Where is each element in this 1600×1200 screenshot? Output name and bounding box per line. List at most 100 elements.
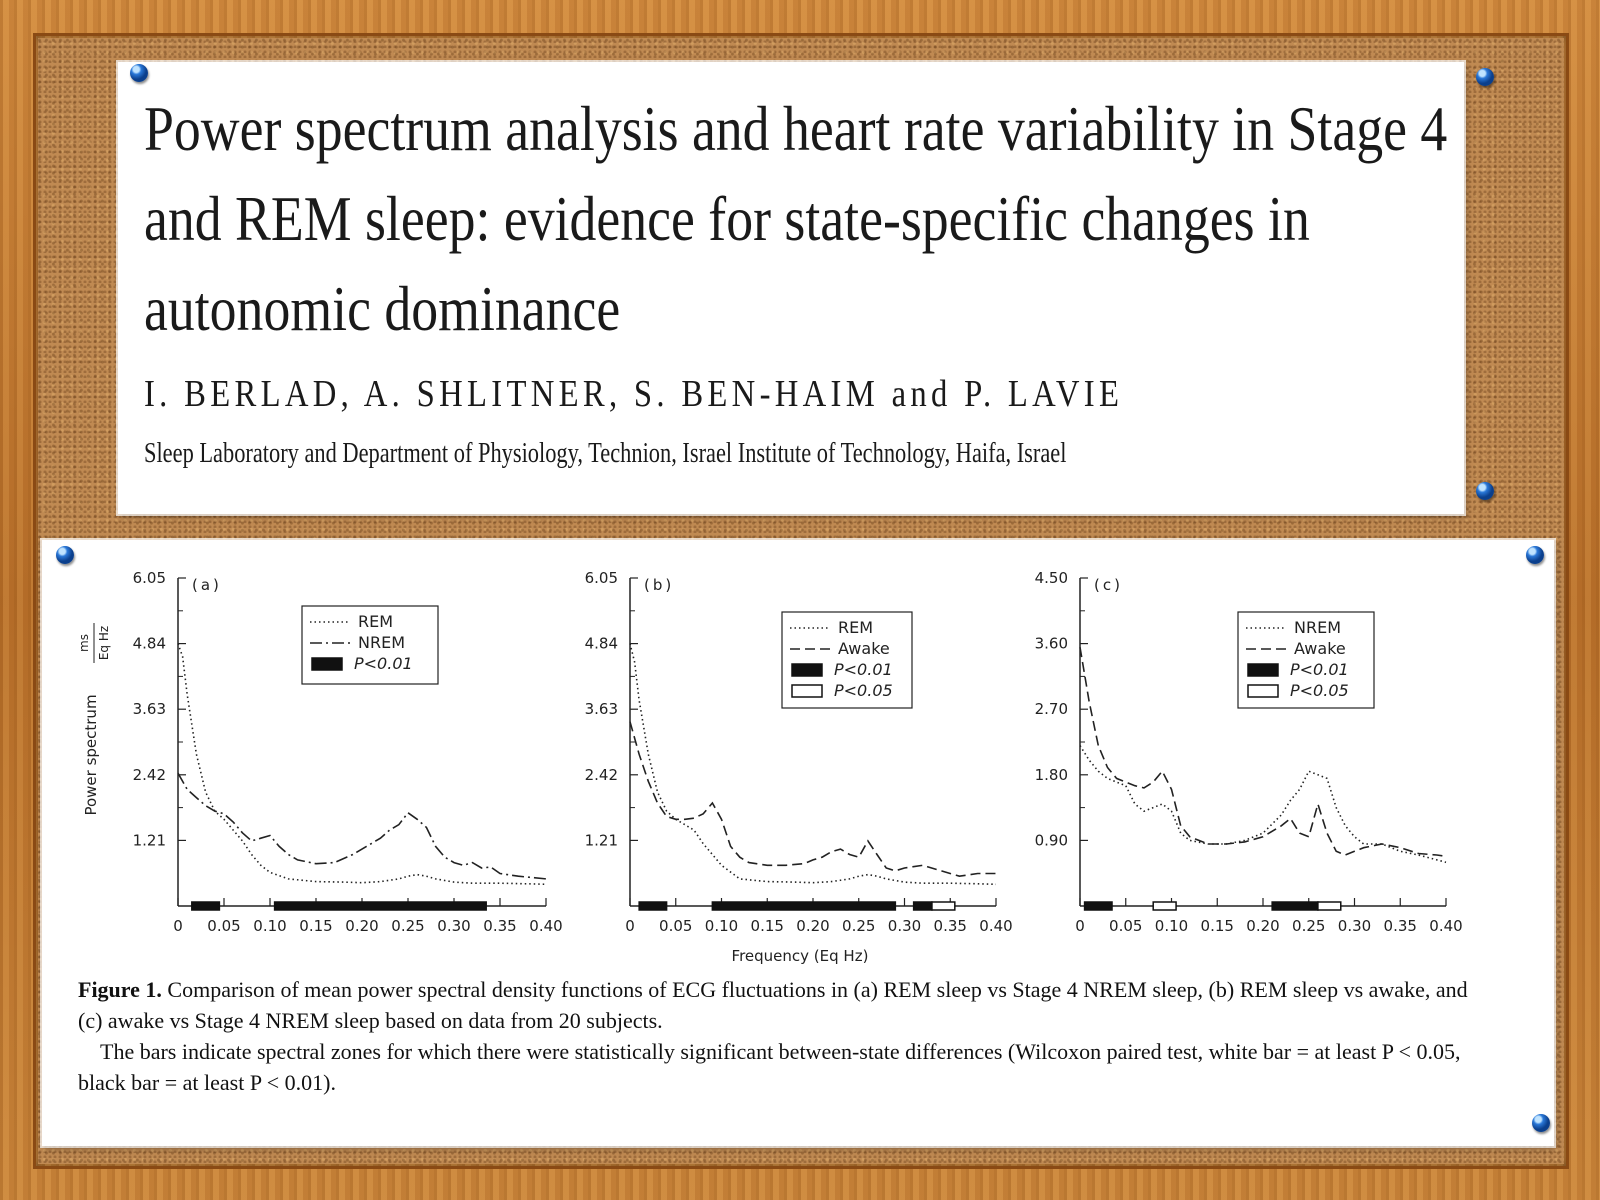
caption-label: Figure 1. [78, 977, 162, 1002]
x-tick-label: 0 [173, 917, 183, 935]
legend-p-label: P<0.05 [1290, 681, 1349, 700]
x-tick-label: 0.35 [934, 917, 967, 935]
pushpin-icon [1526, 546, 1544, 564]
legend-box [301, 605, 439, 685]
legend-p-label: P<0.01 [354, 654, 413, 673]
x-tick-label: 0.30 [437, 917, 470, 935]
legend-p-label: P<0.01 [1290, 660, 1349, 679]
y-axis-title: Power spectrum ms Eq Hz [77, 623, 111, 816]
x-axis-label: Frequency (Eq Hz) [732, 947, 869, 965]
legend-p-label: P<0.01 [834, 660, 893, 679]
legend-series-label: NREM [1294, 618, 1341, 637]
x-tick-label: 0.35 [483, 917, 516, 935]
y-tick-label: 0.90 [1035, 831, 1068, 849]
x-tick-label: 0.05 [659, 917, 692, 935]
paper-affiliation: Sleep Laboratory and Department of Physi… [144, 438, 1067, 469]
y-tick-label: 3.63 [585, 700, 618, 718]
panel-label: (c) [1094, 576, 1123, 594]
x-tick-label: 0.40 [529, 917, 562, 935]
y-tick-label: 1.21 [133, 831, 166, 849]
legend-series-label: REM [838, 618, 873, 637]
legend-series-label: Awake [1294, 639, 1346, 658]
y-tick-label: 4.50 [1035, 569, 1068, 587]
legend-black-bar [791, 663, 823, 677]
y-tick-label: 6.05 [133, 569, 166, 587]
x-tick-label: 0.05 [1109, 917, 1142, 935]
y-tick-label: 2.42 [585, 766, 618, 784]
significance-bar-white [931, 901, 956, 911]
paper-authors: I. BERLAD, A. SHLITNER, S. BEN-HAIM and … [144, 373, 1124, 415]
y-tick-label: 4.84 [585, 635, 618, 653]
significance-bar-black [638, 901, 668, 911]
x-tick-label: 0.15 [299, 917, 332, 935]
significance-bar-black [1083, 901, 1113, 911]
y-tick-label: 4.84 [133, 635, 166, 653]
x-tick-label: 0.10 [705, 917, 738, 935]
title-paper [118, 62, 1464, 514]
paper-title: Power spectrum analysis and heart rate v… [144, 84, 1448, 354]
caption-text: Comparison of mean power spectral densit… [78, 977, 1468, 1033]
pushpin-icon [1476, 68, 1494, 86]
x-tick-label: 0.10 [253, 917, 286, 935]
significance-bar-black [912, 901, 933, 911]
pushpin-icon [1532, 1114, 1550, 1132]
x-tick-label: 0.30 [888, 917, 921, 935]
legend-white-bar [791, 684, 823, 698]
significance-bar-black [1271, 901, 1319, 911]
chart-panel-3: 0 0.05 0.10 0.15 0.20 0.25 0.30 0.35 0.40 0.90 1.8… [1035, 569, 1463, 935]
x-tick-label: 0.15 [751, 917, 784, 935]
significance-bar-black [273, 901, 487, 911]
legend-series-label: NREM [358, 633, 405, 652]
x-tick-label: 0.35 [1384, 917, 1417, 935]
y-tick-label: 6.05 [585, 569, 618, 587]
y-tick-label: 1.80 [1035, 766, 1068, 784]
x-tick-label: 0.40 [1429, 917, 1462, 935]
x-tick-label: 0.10 [1155, 917, 1188, 935]
legend-black-bar [1247, 663, 1279, 677]
legend-series-label: REM [358, 612, 393, 631]
caption-note: The bars indicate spectral zones for whi… [78, 1039, 1461, 1095]
x-tick-label: 0.20 [796, 917, 829, 935]
y-tick-label: 3.60 [1035, 635, 1068, 653]
series-line [1079, 745, 1447, 864]
x-tick-label: 0.25 [842, 917, 875, 935]
significance-bar-black [191, 901, 221, 911]
legend-p-label: P<0.05 [834, 681, 893, 700]
series-line [177, 772, 547, 880]
panel-label: (a) [192, 576, 222, 594]
x-tick-label: 0 [1075, 917, 1085, 935]
y-unit-denominator: Eq Hz [97, 626, 111, 660]
figure-caption: Figure 1. Comparison of mean power spect… [78, 974, 1496, 1098]
legend-black-bar [311, 657, 343, 671]
x-tick-label: 0.20 [1246, 917, 1279, 935]
y-unit-numerator: ms [77, 634, 91, 652]
y-tick-label: 2.70 [1035, 700, 1068, 718]
series-line [177, 643, 547, 886]
title-line: Power spectrum analysis and heart rate v… [144, 93, 1448, 164]
title-line: and REM sleep: evidence for state-specif… [144, 183, 1310, 254]
legend-series-label: Awake [838, 639, 890, 658]
x-tick-label: 0 [625, 917, 635, 935]
significance-bar-white [1317, 901, 1342, 911]
significance-bar-black [711, 901, 897, 911]
series-line [629, 643, 997, 886]
y-tick-label: 3.63 [133, 700, 166, 718]
x-tick-label: 0.25 [391, 917, 424, 935]
pushpin-icon [130, 64, 148, 82]
x-tick-label: 0.25 [1292, 917, 1325, 935]
significance-bar-white [1152, 901, 1177, 911]
chart-panel-2: 0 0.05 0.10 0.15 0.20 0.25 0.30 0.35 0.40 1.21 2.4… [585, 569, 1013, 935]
legend-white-bar [1247, 684, 1279, 698]
x-tick-label: 0.40 [979, 917, 1012, 935]
series-line [629, 721, 996, 878]
series-line [1079, 647, 1447, 858]
y-tick-label: 2.42 [133, 766, 166, 784]
y-tick-label: 1.21 [585, 831, 618, 849]
title-line: autonomic dominance [144, 273, 621, 344]
x-tick-label: 0.05 [207, 917, 240, 935]
pushpin-icon [1476, 482, 1494, 500]
panel-label: (b) [644, 576, 674, 594]
x-tick-label: 0.30 [1338, 917, 1371, 935]
x-tick-label: 0.20 [345, 917, 378, 935]
